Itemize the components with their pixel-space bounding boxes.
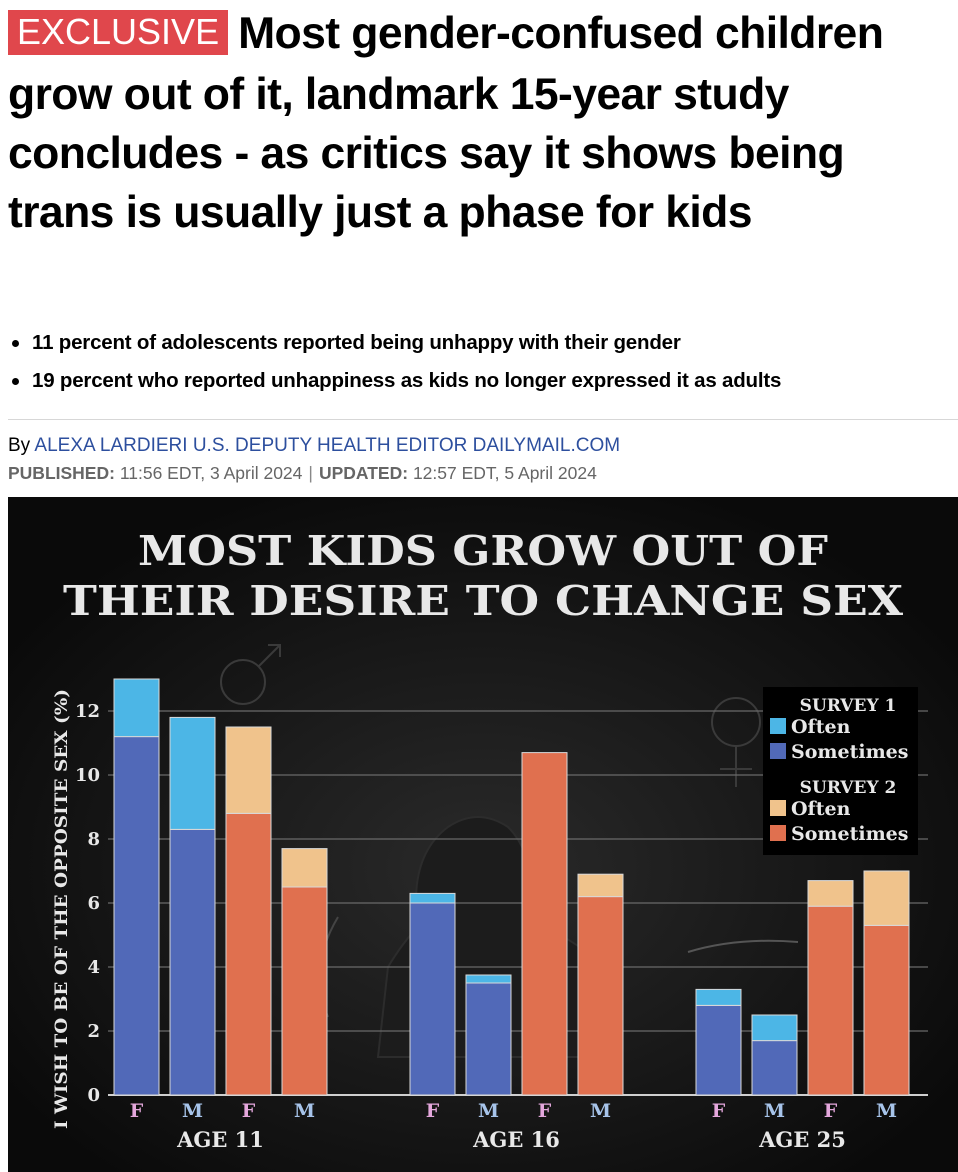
x-axis-labels: F M F M AGE 11 F M F M AGE 16 F M F M AGE 25 <box>130 1100 897 1152</box>
y-tick-label: 0 <box>87 1085 100 1106</box>
bar-often <box>169 716 216 830</box>
byline: By ALEXA LARDIERI U.S. DEPUTY HEALTH EDI… <box>8 433 620 459</box>
bar-often <box>281 848 328 888</box>
legend-swatch <box>770 743 786 759</box>
y-tick-label: 10 <box>75 765 100 786</box>
x-sex-label: F <box>426 1100 440 1122</box>
bar-sometimes <box>169 828 216 1096</box>
divider <box>8 419 958 420</box>
bar-often <box>751 1014 798 1042</box>
bar-sometimes <box>863 924 910 1096</box>
article-dates: PUBLISHED: 11:56 EDT, 3 April 2024 | UPDAT… <box>8 461 597 485</box>
chart-title-line: THEIR DESIRE TO CHANGE SEX <box>63 577 903 625</box>
x-group-label: AGE 25 <box>758 1127 846 1152</box>
bar-sometimes <box>409 902 456 1096</box>
byline-prefix: By <box>8 435 31 456</box>
chart-title-line: MOST KIDS GROW OUT OF <box>138 527 828 575</box>
x-sex-label: F <box>130 1100 144 1122</box>
updated-label: UPDATED: <box>318 463 409 483</box>
x-sex-label: F <box>242 1100 256 1122</box>
legend-heading: SURVEY 2 <box>800 778 897 798</box>
summary-bullet: 19 percent who reported unhappiness as k… <box>8 362 948 400</box>
x-sex-label: M <box>182 1100 203 1122</box>
x-sex-label: M <box>590 1100 611 1122</box>
legend-heading: SURVEY 1 <box>800 696 897 716</box>
bar-sometimes <box>281 886 328 1096</box>
x-group-label: AGE 16 <box>472 1127 560 1152</box>
legend-entry: Often <box>791 798 851 820</box>
legend-box <box>763 687 918 855</box>
bar-often <box>577 873 624 898</box>
chart-bars <box>113 678 910 1096</box>
bar-sometimes <box>465 982 512 1096</box>
legend-entry: Sometimes <box>791 741 908 763</box>
x-sex-label: F <box>538 1100 552 1122</box>
bar-sometimes <box>113 736 160 1096</box>
article-headline: EXCLUSIVE Most gender-confused children g… <box>8 4 948 242</box>
bar-sometimes <box>807 905 854 1096</box>
legend-entry: Sometimes <box>791 823 908 845</box>
bar-often <box>863 870 910 926</box>
bar-often <box>807 880 854 907</box>
bar-sometimes <box>225 812 272 1096</box>
date-separator: | <box>308 463 313 483</box>
bar-often <box>225 726 272 814</box>
bar-often <box>409 892 456 904</box>
y-tick-label: 8 <box>87 829 100 850</box>
bar-often <box>113 678 160 738</box>
exclusive-badge: EXCLUSIVE <box>8 10 229 55</box>
published-value: 11:56 EDT, 3 April 2024 <box>119 463 303 483</box>
x-sex-label: M <box>876 1100 897 1122</box>
y-axis-title-text: I WISH TO BE OF THE OPPOSITE SEX (%) <box>52 689 72 1129</box>
updated-value: 12:57 EDT, 5 April 2024 <box>412 463 597 483</box>
legend-swatch <box>770 718 786 734</box>
headline-text: Most gender-confused children grow out o… <box>8 9 884 237</box>
y-axis-ticks: 0 2 4 6 8 10 12 <box>75 701 100 1106</box>
summary-bullets: 11 percent of adolescents reported being… <box>8 324 948 400</box>
published-label: PUBLISHED: <box>8 463 115 483</box>
bar-sometimes <box>695 1004 742 1096</box>
gender-symbol-icon <box>220 659 266 705</box>
x-sex-label: F <box>712 1100 726 1122</box>
legend-entry: Often <box>791 716 851 738</box>
bar-often <box>695 988 742 1006</box>
y-tick-label: 4 <box>87 957 100 978</box>
y-tick-label: 12 <box>75 701 100 722</box>
bar-often <box>465 974 512 984</box>
x-sex-label: F <box>824 1100 838 1122</box>
x-group-label: AGE 11 <box>176 1127 264 1152</box>
legend-swatch <box>770 800 786 816</box>
x-sex-label: M <box>294 1100 315 1122</box>
x-sex-label: M <box>478 1100 499 1122</box>
legend-swatch <box>770 825 786 841</box>
y-tick-label: 2 <box>87 1021 100 1042</box>
y-tick-label: 6 <box>87 893 100 914</box>
summary-bullet: 11 percent of adolescents reported being… <box>8 324 948 362</box>
bar-sometimes <box>521 752 568 1096</box>
x-sex-label: M <box>764 1100 785 1122</box>
bar-sometimes <box>751 1040 798 1096</box>
author-link[interactable]: ALEXA LARDIERI U.S. DEPUTY HEALTH EDITOR… <box>34 435 621 456</box>
y-axis-title: I WISH TO BE OF THE OPPOSITE SEX (%) <box>52 689 72 1129</box>
infographic-chart: MOST KIDS GROW OUT OF THEIR DESIRE TO CHA… <box>8 497 958 1172</box>
bar-sometimes <box>577 896 624 1096</box>
